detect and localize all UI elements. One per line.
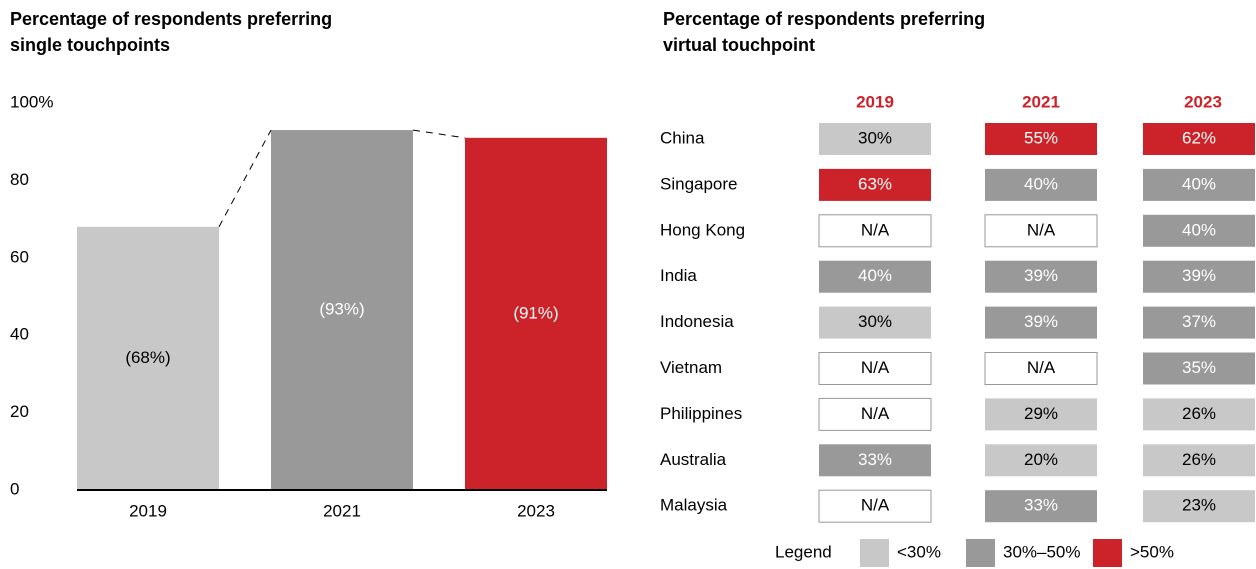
cell	[985, 398, 1097, 431]
cell	[819, 168, 931, 201]
cell-label: 63%	[858, 174, 892, 193]
cell	[984, 352, 1098, 385]
cell	[1143, 306, 1255, 339]
cell-label: 26%	[1182, 404, 1216, 423]
cell	[1143, 123, 1255, 155]
legend-swatch	[1093, 539, 1122, 567]
cell	[818, 352, 932, 385]
cell-label: N/A	[861, 496, 890, 515]
legend-swatch	[860, 539, 889, 567]
connector	[412, 129, 466, 139]
cell	[985, 490, 1097, 523]
cell-label: 20%	[1024, 450, 1058, 469]
cell	[1143, 214, 1255, 247]
cell-label: N/A	[1027, 358, 1056, 377]
cell	[1143, 444, 1255, 477]
cell	[985, 306, 1097, 339]
row-label: Hong Kong	[660, 220, 745, 239]
cell-label: 26%	[1182, 450, 1216, 469]
cell	[984, 214, 1098, 248]
legend-label: >50%	[1130, 542, 1174, 561]
y-tick-label: 100%	[10, 92, 53, 111]
cell-label: N/A	[861, 220, 890, 239]
row-label: Indonesia	[660, 312, 734, 331]
cell-label: 40%	[1024, 174, 1058, 193]
y-tick-label: 0	[10, 479, 19, 498]
cell-label: 40%	[1182, 220, 1216, 239]
cell	[1143, 352, 1255, 385]
legend-swatch	[966, 539, 995, 567]
cell	[1143, 168, 1255, 201]
row-label: Australia	[660, 450, 727, 469]
row-label: China	[660, 128, 705, 147]
cell-label: 29%	[1024, 404, 1058, 423]
y-tick-label: 80	[10, 170, 29, 189]
column-header: 2019	[856, 92, 894, 111]
cell-label: 40%	[858, 266, 892, 285]
cell	[985, 123, 1097, 155]
bar	[271, 130, 413, 490]
cell-label: 33%	[858, 450, 892, 469]
cell	[985, 260, 1097, 293]
legend-title: Legend	[775, 542, 832, 561]
row-label: Vietnam	[660, 358, 722, 377]
cell	[819, 444, 931, 477]
cell	[819, 260, 931, 293]
row-label: Malaysia	[660, 496, 728, 515]
cell-label: 39%	[1024, 266, 1058, 285]
cell-label: 33%	[1024, 496, 1058, 515]
cell	[819, 123, 931, 155]
cell-label: 35%	[1182, 358, 1216, 377]
row-label: Philippines	[660, 404, 742, 423]
cell	[818, 214, 932, 248]
cell-label: N/A	[861, 358, 890, 377]
connector	[218, 129, 272, 228]
cell	[1143, 490, 1255, 523]
cell-label: 37%	[1182, 312, 1216, 331]
column-header: 2023	[1184, 92, 1222, 111]
data-label: (91%)	[513, 303, 558, 322]
cell-label: 39%	[1024, 312, 1058, 331]
cell-label: 30%	[858, 128, 892, 147]
cell-label: 40%	[1182, 174, 1216, 193]
x-tick-label: 2023	[517, 501, 555, 520]
legend-label: 30%–50%	[1003, 542, 1081, 561]
cell-label: 23%	[1182, 496, 1216, 515]
legend-label: <30%	[897, 542, 941, 561]
y-tick-label: 60	[10, 247, 29, 266]
cell	[985, 168, 1097, 201]
cell	[985, 444, 1097, 477]
x-tick-label: 2019	[129, 501, 167, 520]
row-label: Singapore	[660, 174, 738, 193]
cell	[1143, 398, 1255, 431]
y-tick-label: 40	[10, 325, 29, 344]
cell-label: 62%	[1182, 128, 1216, 147]
cell-label: 39%	[1182, 266, 1216, 285]
cell-label: 55%	[1024, 128, 1058, 147]
x-tick-label: 2021	[323, 501, 361, 520]
bar	[77, 226, 219, 490]
data-label: (93%)	[319, 300, 364, 319]
data-label: (68%)	[125, 348, 170, 367]
y-tick-label: 20	[10, 402, 29, 421]
chart-title: single touchpoints	[10, 35, 170, 55]
cell	[818, 489, 932, 523]
column-header: 2021	[1022, 92, 1060, 111]
cell	[819, 306, 931, 339]
cell-label: N/A	[1027, 220, 1056, 239]
bar	[465, 137, 607, 490]
cell	[1143, 260, 1255, 293]
cell	[818, 397, 932, 431]
chart-title: Percentage of respondents preferring	[663, 9, 985, 29]
cell-label: 30%	[858, 312, 892, 331]
cell-label: N/A	[861, 404, 890, 423]
chart-title: Percentage of respondents preferring	[10, 9, 332, 29]
row-label: India	[660, 266, 697, 285]
chart-title: virtual touchpoint	[663, 35, 815, 55]
